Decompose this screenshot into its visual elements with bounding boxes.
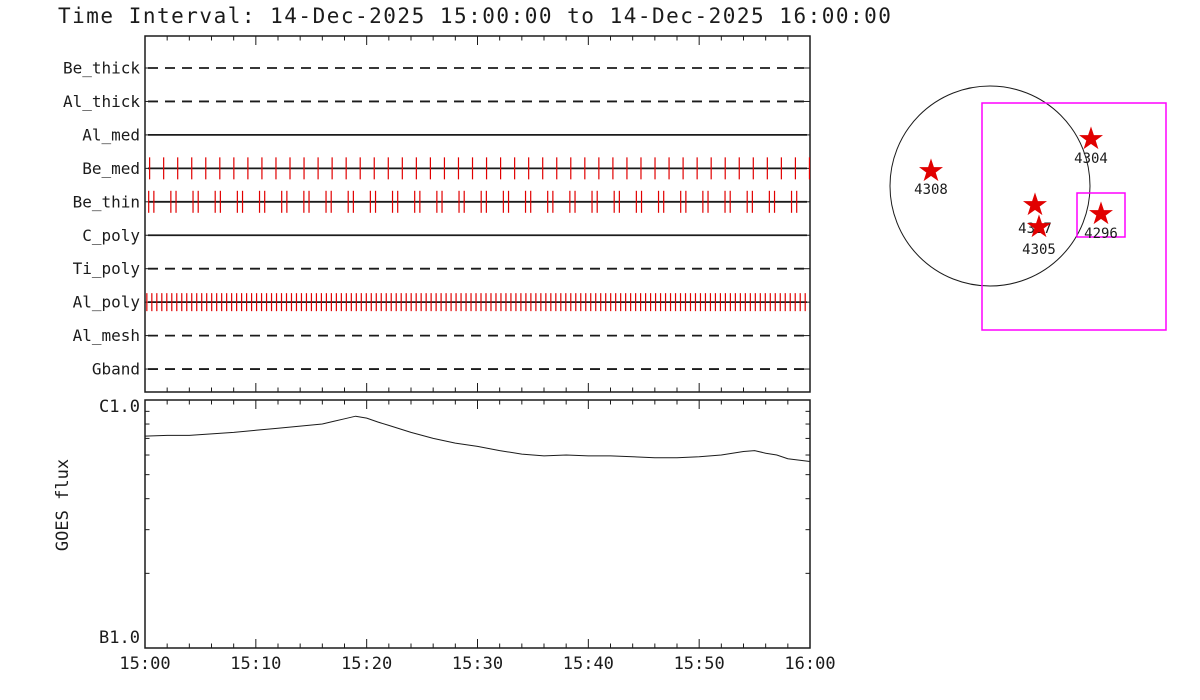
goes-ytick-label: B1.0 [99, 628, 140, 648]
filter-label-Be_thick: Be_thick [63, 59, 140, 78]
time-tick-label: 15:10 [230, 654, 281, 674]
filter-label-Be_med: Be_med [82, 159, 140, 178]
active-region-label: 4304 [1074, 151, 1108, 167]
target-box [1076, 192, 1126, 238]
goes-ylabel: GOES flux [53, 459, 73, 551]
fov-rectangle [981, 102, 1167, 331]
filter-label-Gband: Gband [92, 360, 140, 379]
filter-label-Al_poly: Al_poly [73, 293, 141, 312]
active-region-label: 4305 [1022, 242, 1056, 258]
filter-label-C_poly: C_poly [82, 226, 140, 245]
time-tick-label: 15:40 [563, 654, 614, 674]
figure-title: Time Interval: 14-Dec-2025 15:00:00 to 1… [58, 4, 893, 28]
goes-time-ticks [144, 400, 811, 648]
goes-ytick-label: C1.0 [99, 397, 140, 417]
time-tick-label: 16:00 [784, 654, 835, 674]
active-region-star-4308 [918, 158, 944, 182]
exposure-ticks-Al_poly [146, 293, 806, 312]
timeline-time-ticks [144, 36, 811, 392]
active-region-star-4304 [1078, 126, 1104, 150]
filter-label-Be_thin: Be_thin [73, 192, 140, 211]
time-tick-label: 15:30 [452, 654, 503, 674]
active-region-star-4305 [1026, 214, 1052, 238]
active-region-star-4317 [1022, 192, 1048, 216]
filter-label-Ti_poly: Ti_poly [73, 259, 141, 278]
filter-label-Al_thick: Al_thick [63, 92, 140, 111]
goes-panel-box [144, 399, 811, 649]
filter-label-Al_med: Al_med [82, 125, 140, 144]
filter-label-Al_mesh: Al_mesh [73, 326, 140, 345]
active-region-label: 4308 [914, 182, 948, 198]
time-tick-label: 15:00 [119, 654, 170, 674]
goes-flux-curve [144, 415, 811, 462]
time-tick-label: 15:50 [674, 654, 725, 674]
exposure-ticks-Be_thin [148, 190, 798, 213]
solar-disk [889, 85, 1091, 287]
active-region-label: 4296 [1084, 226, 1118, 242]
exposure-ticks-Be_med [149, 157, 811, 180]
timeline-panel-box [144, 35, 811, 393]
active-region-star-4296 [1088, 201, 1114, 225]
goes-y-ticks [145, 399, 810, 649]
time-tick-label: 15:20 [341, 654, 392, 674]
